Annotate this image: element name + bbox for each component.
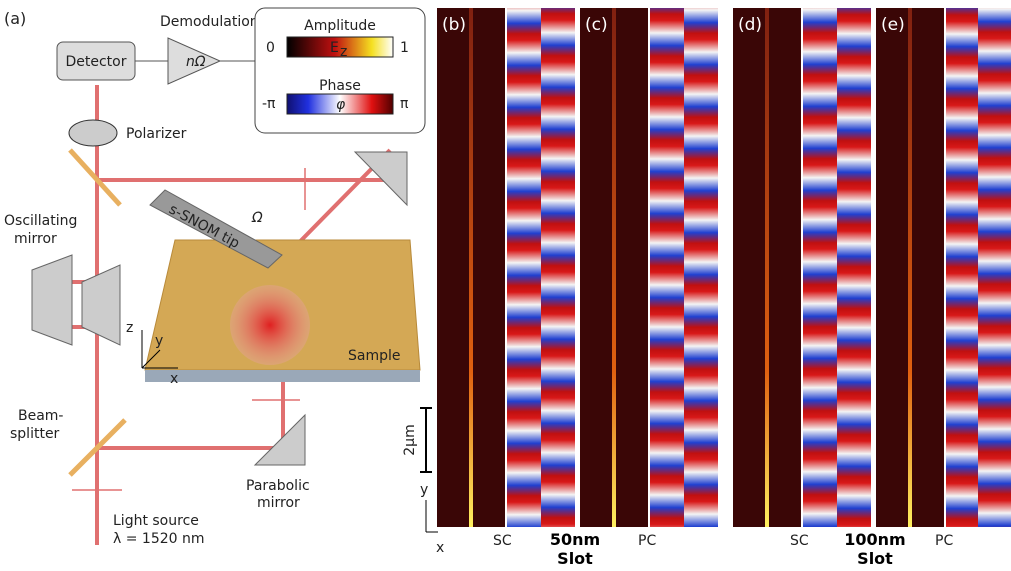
label: 1 [400,40,409,56]
label: E [330,40,339,56]
label: Detector [65,54,126,70]
sample-edge [145,370,420,382]
label: 50nm [550,530,600,549]
polarizer [69,120,117,146]
phase-image [507,8,541,527]
label: z [340,44,347,60]
label: y [420,482,428,498]
label: Sample [348,348,401,364]
phase-image [837,8,871,527]
slot-line [765,8,769,527]
phase-image [650,8,684,527]
panels [437,8,1011,527]
label: PC [638,533,656,549]
figure: (a) Demodulation Detector nΩ Amplitude 0… [0,0,1011,567]
label: 2μm [402,424,418,455]
phase-image [978,8,1011,527]
label: nΩ [186,54,206,70]
label: Polarizer [126,126,187,142]
label: Parabolic [246,478,310,494]
label: Ω [251,210,263,226]
label: λ = 1520 nm [113,531,205,547]
label: mirror [257,495,300,511]
label: -π [262,96,276,112]
label: Slot [857,549,893,567]
panel-label: (d) [738,15,762,35]
phase-image [803,8,837,527]
label: Phase [319,78,361,94]
phase-image [541,8,575,527]
label: Light source [113,513,199,529]
label: x [170,371,178,387]
panel-label: (c) [585,15,608,35]
label: Beam- [18,408,64,424]
mirror [32,255,72,345]
label: splitter [10,426,60,442]
scale-bar [420,408,432,472]
panel-label: (a) [4,9,26,28]
label: 0 [266,40,275,56]
slot-line [612,8,616,527]
label: PC [935,533,953,549]
mirror [82,265,120,345]
label: mirror [14,231,57,247]
spot [230,285,310,365]
label: Demodulation [160,14,259,30]
mirror [255,415,305,465]
panel-label: (e) [881,15,905,35]
label: SC [790,533,809,549]
label: φ [336,97,346,113]
slot-line [908,8,912,527]
label: y [155,333,163,349]
label: SC [493,533,512,549]
label: x [436,540,444,556]
label: Slot [557,549,593,567]
label: Oscillating [4,213,77,229]
label: z [126,320,133,336]
slot-line [469,8,473,527]
phase-image [684,8,718,527]
label: π [400,96,409,112]
label: Amplitude [304,18,376,34]
panel-label: (b) [442,15,466,35]
label: 100nm [844,530,905,549]
phase-image [946,8,978,527]
axes [426,500,438,532]
